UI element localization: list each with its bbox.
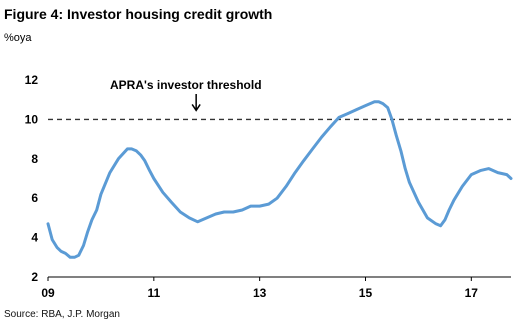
y-tick-label: 12 — [25, 73, 39, 87]
x-tick-label: 15 — [359, 286, 373, 300]
figure-title: Figure 4: Investor housing credit growth — [4, 6, 273, 22]
x-axis-ticks: 09 11 13 15 17 — [41, 277, 478, 300]
series-line — [46, 100, 513, 259]
threshold-annotation-label: APRA's investor threshold — [110, 78, 262, 92]
y-axis-ticks: 2 4 6 8 10 12 — [25, 73, 39, 284]
x-tick-label: 09 — [41, 286, 55, 300]
x-tick-label: 17 — [465, 286, 479, 300]
x-tick-label: 13 — [253, 286, 267, 300]
annotation-arrow — [191, 94, 201, 112]
y-tick-label: 2 — [31, 270, 38, 284]
y-tick-label: 10 — [25, 112, 39, 126]
x-tick-label: 11 — [147, 286, 160, 300]
y-tick-label: 8 — [31, 152, 38, 166]
y-axis-unit-label: %oya — [4, 32, 32, 44]
y-tick-label: 6 — [31, 191, 38, 205]
y-tick-label: 4 — [31, 231, 38, 245]
source-note: Source: RBA, J.P. Morgan — [4, 309, 120, 320]
